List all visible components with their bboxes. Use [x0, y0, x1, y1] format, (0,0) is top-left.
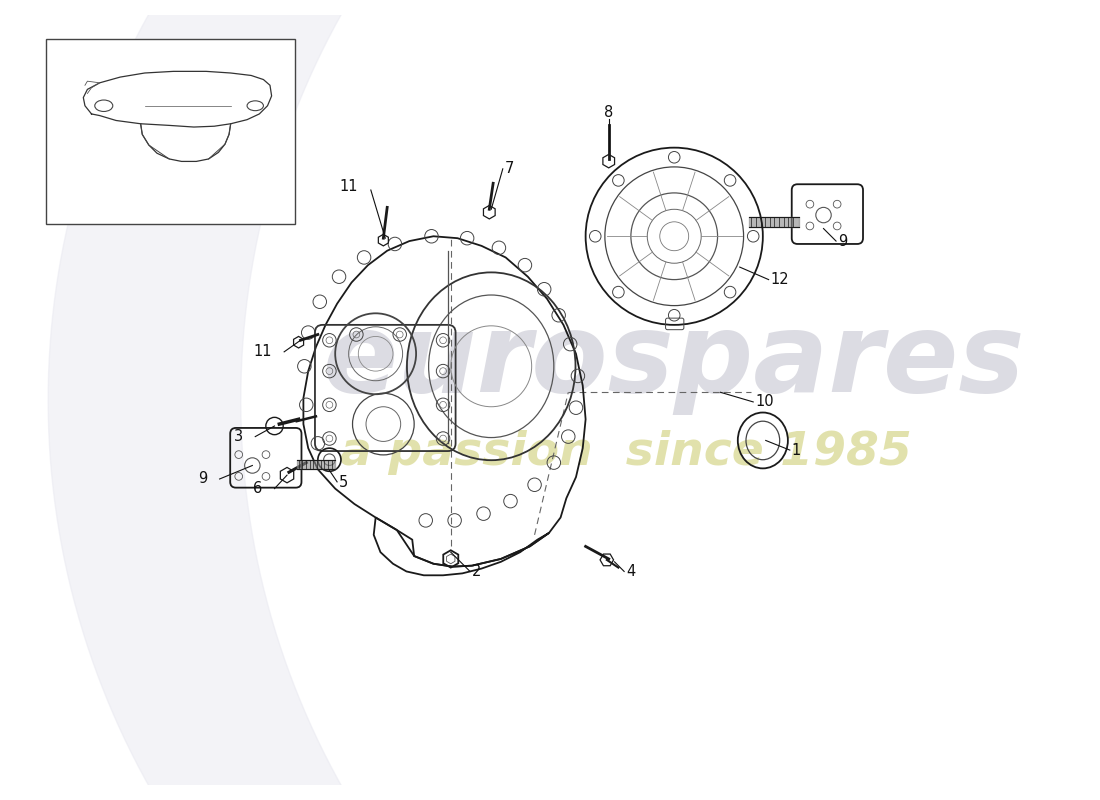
Text: 11: 11	[340, 178, 359, 194]
Text: 10: 10	[755, 394, 773, 410]
Text: 4: 4	[626, 564, 636, 579]
Bar	[46, 39, 295, 224]
Text: 2: 2	[472, 564, 482, 579]
Text: a passion  since 1985: a passion since 1985	[340, 430, 912, 475]
Text: 7: 7	[505, 162, 514, 176]
Text: 8: 8	[604, 106, 614, 121]
Text: 1: 1	[792, 442, 801, 458]
Text: 5: 5	[339, 475, 349, 490]
Text: 12: 12	[770, 272, 789, 287]
Text: 3: 3	[233, 429, 243, 444]
Text: eurospares: eurospares	[323, 308, 1025, 415]
Text: 9: 9	[838, 234, 847, 249]
Text: 9: 9	[198, 471, 207, 486]
Text: 6: 6	[253, 481, 262, 496]
Text: 11: 11	[253, 344, 272, 359]
